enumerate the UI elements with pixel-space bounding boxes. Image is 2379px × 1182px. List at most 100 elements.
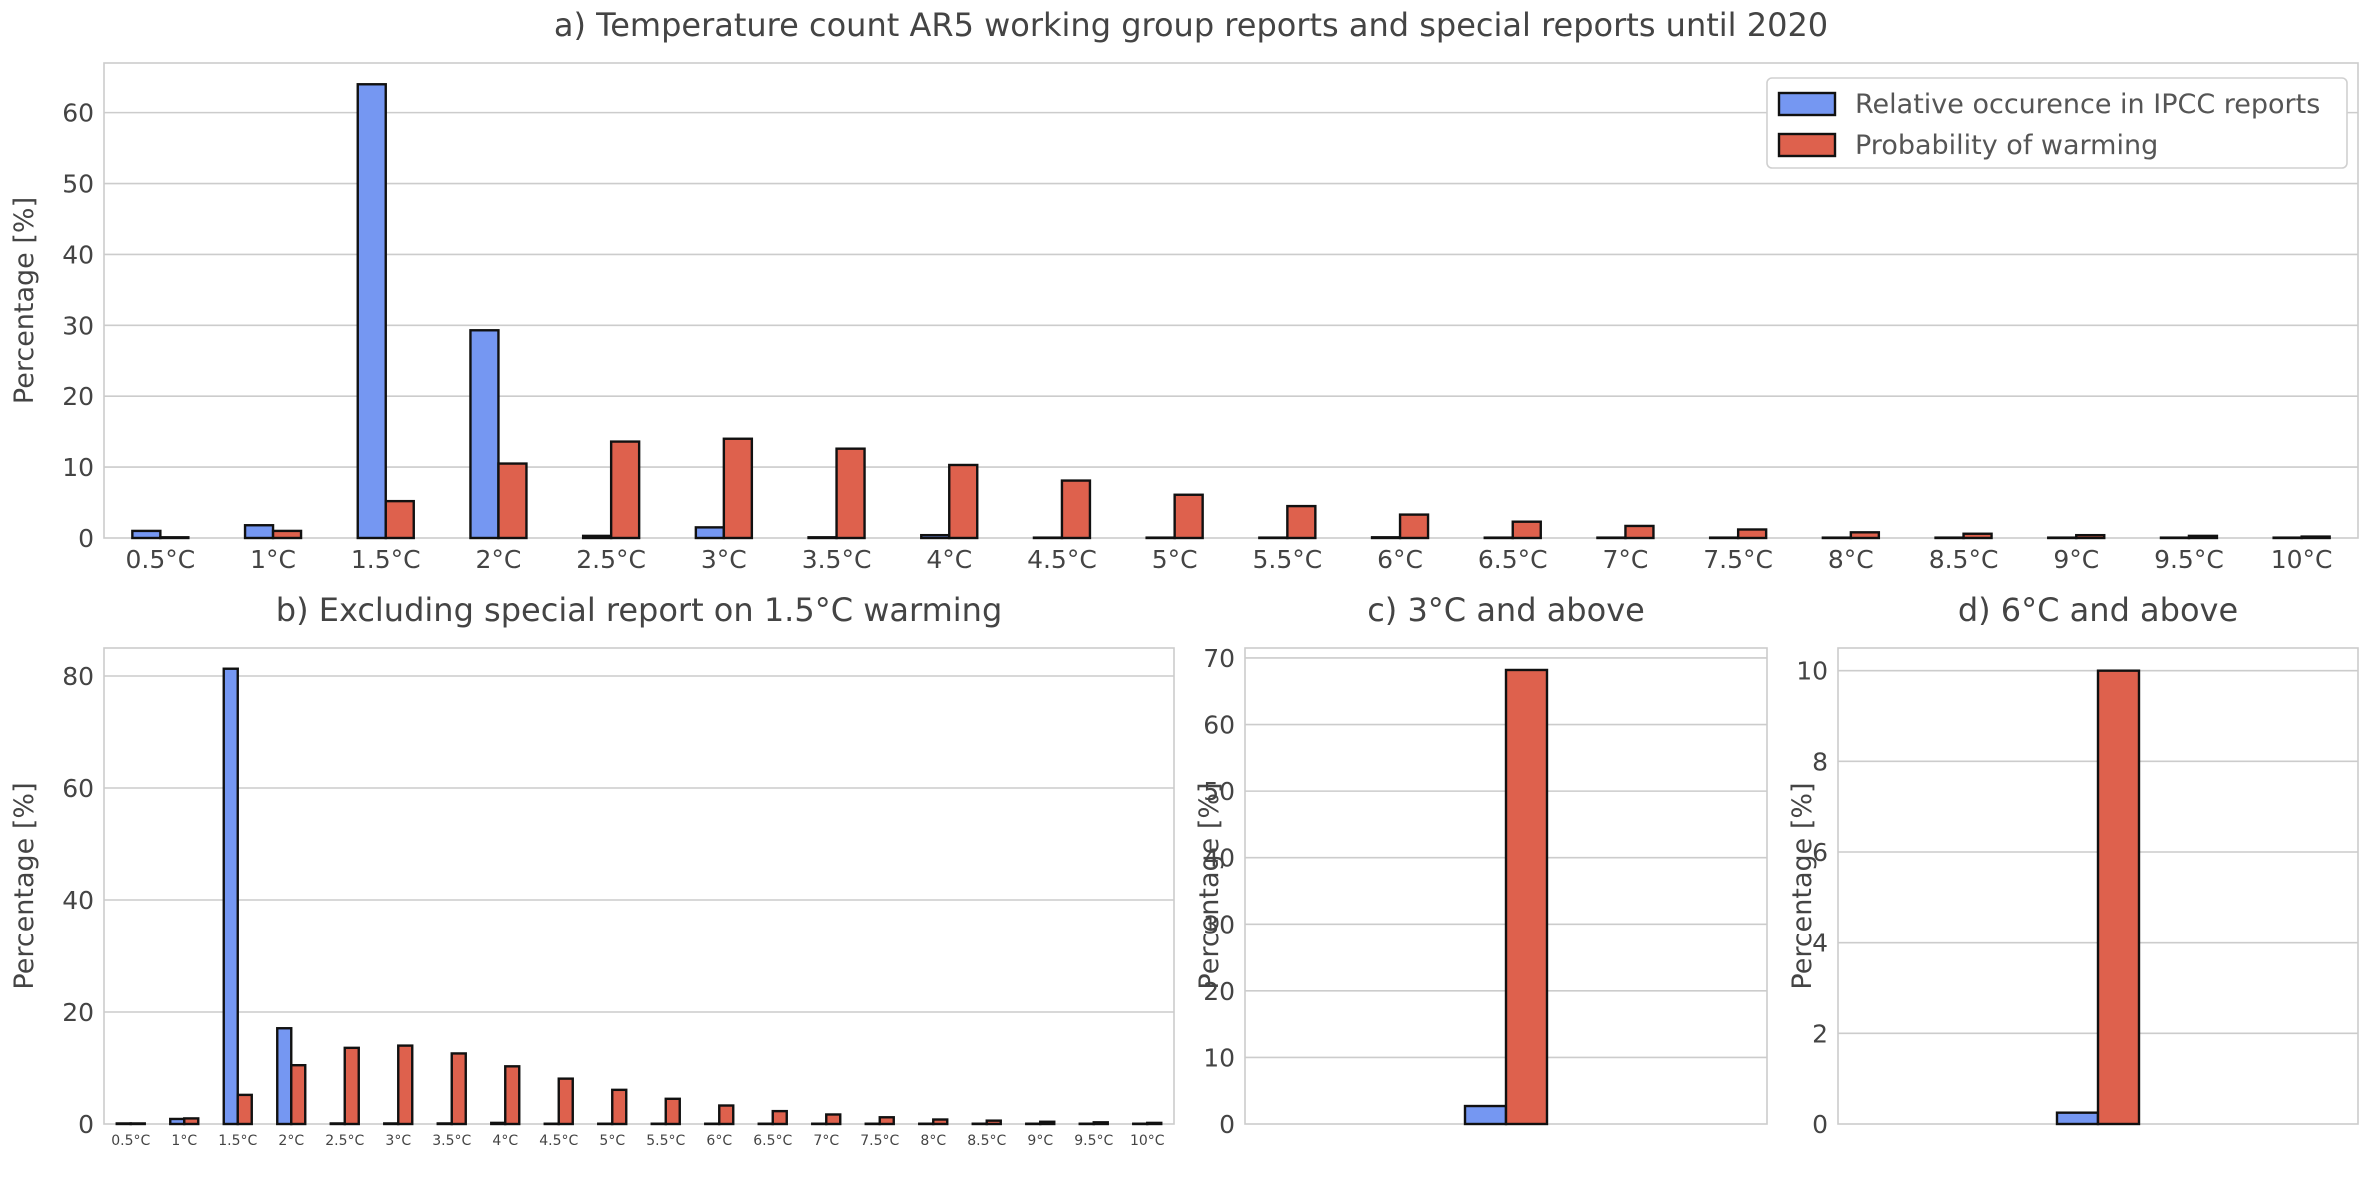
bar-warming bbox=[1504, 668, 1549, 1126]
x-tick-label: 6°C bbox=[1377, 545, 1423, 574]
bar-warming bbox=[948, 463, 979, 540]
bar-ipcc bbox=[383, 1122, 400, 1126]
x-tick-label: 7.5°C bbox=[860, 1133, 899, 1149]
x-tick-label: 3.5°C bbox=[432, 1133, 471, 1149]
y-tick-label: 50 bbox=[1203, 777, 1235, 806]
bar-ipcc bbox=[222, 667, 239, 1126]
y-tick-label: 30 bbox=[62, 311, 94, 340]
bar-warming bbox=[1849, 531, 1881, 540]
panel-a-title: a) Temperature count AR5 working group r… bbox=[554, 6, 1828, 44]
bar-ipcc bbox=[329, 1122, 346, 1126]
x-tick-label: 1.5°C bbox=[218, 1133, 257, 1149]
y-tick-label: 0 bbox=[1812, 1110, 1828, 1139]
y-tick-label: 70 bbox=[1203, 644, 1235, 673]
legend-box bbox=[1766, 77, 2348, 169]
y-tick-label: 10 bbox=[1796, 657, 1828, 686]
bar-warming bbox=[129, 1122, 146, 1126]
panel-a-temperature-count-chart: a) Temperature count AR5 working group r… bbox=[9, 6, 2359, 574]
x-tick-label: 3°C bbox=[701, 545, 747, 574]
x-tick-label: 1°C bbox=[250, 545, 296, 574]
bar-warming bbox=[1511, 520, 1542, 540]
bar-warming bbox=[1286, 504, 1317, 540]
bar-warming bbox=[450, 1052, 467, 1126]
bar-warming bbox=[835, 447, 866, 540]
x-tick-label: 5.5°C bbox=[1252, 545, 1322, 574]
y-tick-label: 10 bbox=[62, 453, 94, 482]
chart-legend: Relative occurence in IPCC reports Proba… bbox=[1766, 77, 2348, 169]
x-tick-label: 3.5°C bbox=[802, 545, 872, 574]
x-tick-label: 8°C bbox=[920, 1133, 946, 1149]
y-tick-label: 4 bbox=[1812, 929, 1828, 958]
bar-warming bbox=[718, 1104, 735, 1126]
panel-c-title: c) 3°C and above bbox=[1367, 591, 1645, 629]
bar-ipcc bbox=[276, 1027, 293, 1126]
bar-warming bbox=[722, 437, 754, 540]
x-tick-label: 4°C bbox=[926, 545, 972, 574]
bar-warming bbox=[1736, 528, 1768, 540]
bar-warming bbox=[384, 499, 415, 540]
y-axis-label: Percentage [%] bbox=[1787, 782, 1818, 989]
bar-ipcc bbox=[581, 534, 613, 540]
bar-warming bbox=[397, 1044, 414, 1126]
x-tick-label: 10°C bbox=[2271, 545, 2333, 574]
x-tick-label: 2.5°C bbox=[325, 1133, 364, 1149]
bar-ipcc bbox=[2055, 1111, 2100, 1126]
y-tick-label: 60 bbox=[62, 99, 94, 128]
x-tick-label: 6.5°C bbox=[753, 1133, 792, 1149]
bar-warming bbox=[1173, 493, 1204, 540]
bar-ipcc bbox=[469, 329, 500, 540]
plot-frame bbox=[103, 62, 2359, 539]
x-tick-label: 5.5°C bbox=[646, 1133, 685, 1149]
legend-swatch-warming bbox=[1777, 132, 1837, 158]
x-tick-label: 4.5°C bbox=[539, 1133, 578, 1149]
bar-warming bbox=[985, 1119, 1002, 1126]
y-tick-label: 40 bbox=[62, 240, 94, 269]
bar-warming bbox=[2187, 534, 2219, 540]
y-tick-label: 20 bbox=[62, 998, 94, 1027]
bar-warming bbox=[609, 440, 641, 540]
x-tick-label: 8°C bbox=[1828, 545, 1874, 574]
y-tick-label: 0 bbox=[78, 524, 94, 553]
y-tick-label: 20 bbox=[62, 382, 94, 411]
bar-ipcc bbox=[807, 536, 838, 540]
x-tick-label: 3°C bbox=[385, 1133, 411, 1149]
bar-warming bbox=[1092, 1121, 1109, 1126]
bar-ipcc bbox=[1463, 1104, 1508, 1126]
panel-c-3c-and-above-chart: c) 3°C and above 0 10 20 30 40 50 60 70 Percenta… bbox=[1194, 591, 1768, 1139]
bar-warming bbox=[1060, 479, 1092, 540]
bar-warming bbox=[771, 1109, 788, 1126]
y-tick-label: 40 bbox=[62, 886, 94, 915]
panel-d-6c-and-above-chart: d) 6°C and above 0 2 4 6 8 10 Percentage [%] bbox=[1787, 591, 2359, 1139]
x-tick-label: 6.5°C bbox=[1478, 545, 1548, 574]
y-axis-label: Percentage [%] bbox=[1194, 782, 1225, 989]
bar-warming bbox=[290, 1063, 307, 1126]
x-tick-label: 1.5°C bbox=[351, 545, 421, 574]
x-tick-label: 9.5°C bbox=[1074, 1133, 1113, 1149]
bar-warming bbox=[664, 1097, 681, 1126]
y-tick-label: 30 bbox=[1203, 910, 1235, 939]
bar-ipcc bbox=[1370, 536, 1402, 540]
bar-ipcc bbox=[169, 1117, 186, 1126]
bar-warming bbox=[236, 1093, 253, 1126]
bar-warming bbox=[183, 1117, 200, 1126]
legend-swatch-ipcc bbox=[1777, 91, 1837, 117]
y-tick-label: 80 bbox=[62, 662, 94, 691]
bar-warming bbox=[1039, 1120, 1056, 1126]
x-tick-label: 8.5°C bbox=[1929, 545, 1999, 574]
bar-warming bbox=[932, 1118, 949, 1126]
x-tick-label: 2°C bbox=[278, 1133, 304, 1149]
x-tick-label: 1°C bbox=[171, 1133, 197, 1149]
panel-d-title: d) 6°C and above bbox=[1958, 591, 2238, 629]
y-tick-label: 0 bbox=[78, 1110, 94, 1139]
x-tick-label: 9°C bbox=[1027, 1133, 1053, 1149]
x-tick-label: 8.5°C bbox=[967, 1133, 1006, 1149]
legend-label-warming: Probability of warming bbox=[1855, 130, 2158, 161]
y-tick-label: 8 bbox=[1812, 747, 1828, 776]
bar-warming bbox=[611, 1088, 628, 1126]
bar-warming bbox=[1624, 524, 1655, 540]
panel-b-title: b) Excluding special report on 1.5°C war… bbox=[276, 591, 1003, 629]
y-tick-label: 2 bbox=[1812, 1019, 1828, 1048]
y-axis-label: Percentage [%] bbox=[9, 782, 40, 989]
x-tick-label: 10°C bbox=[1130, 1133, 1165, 1149]
